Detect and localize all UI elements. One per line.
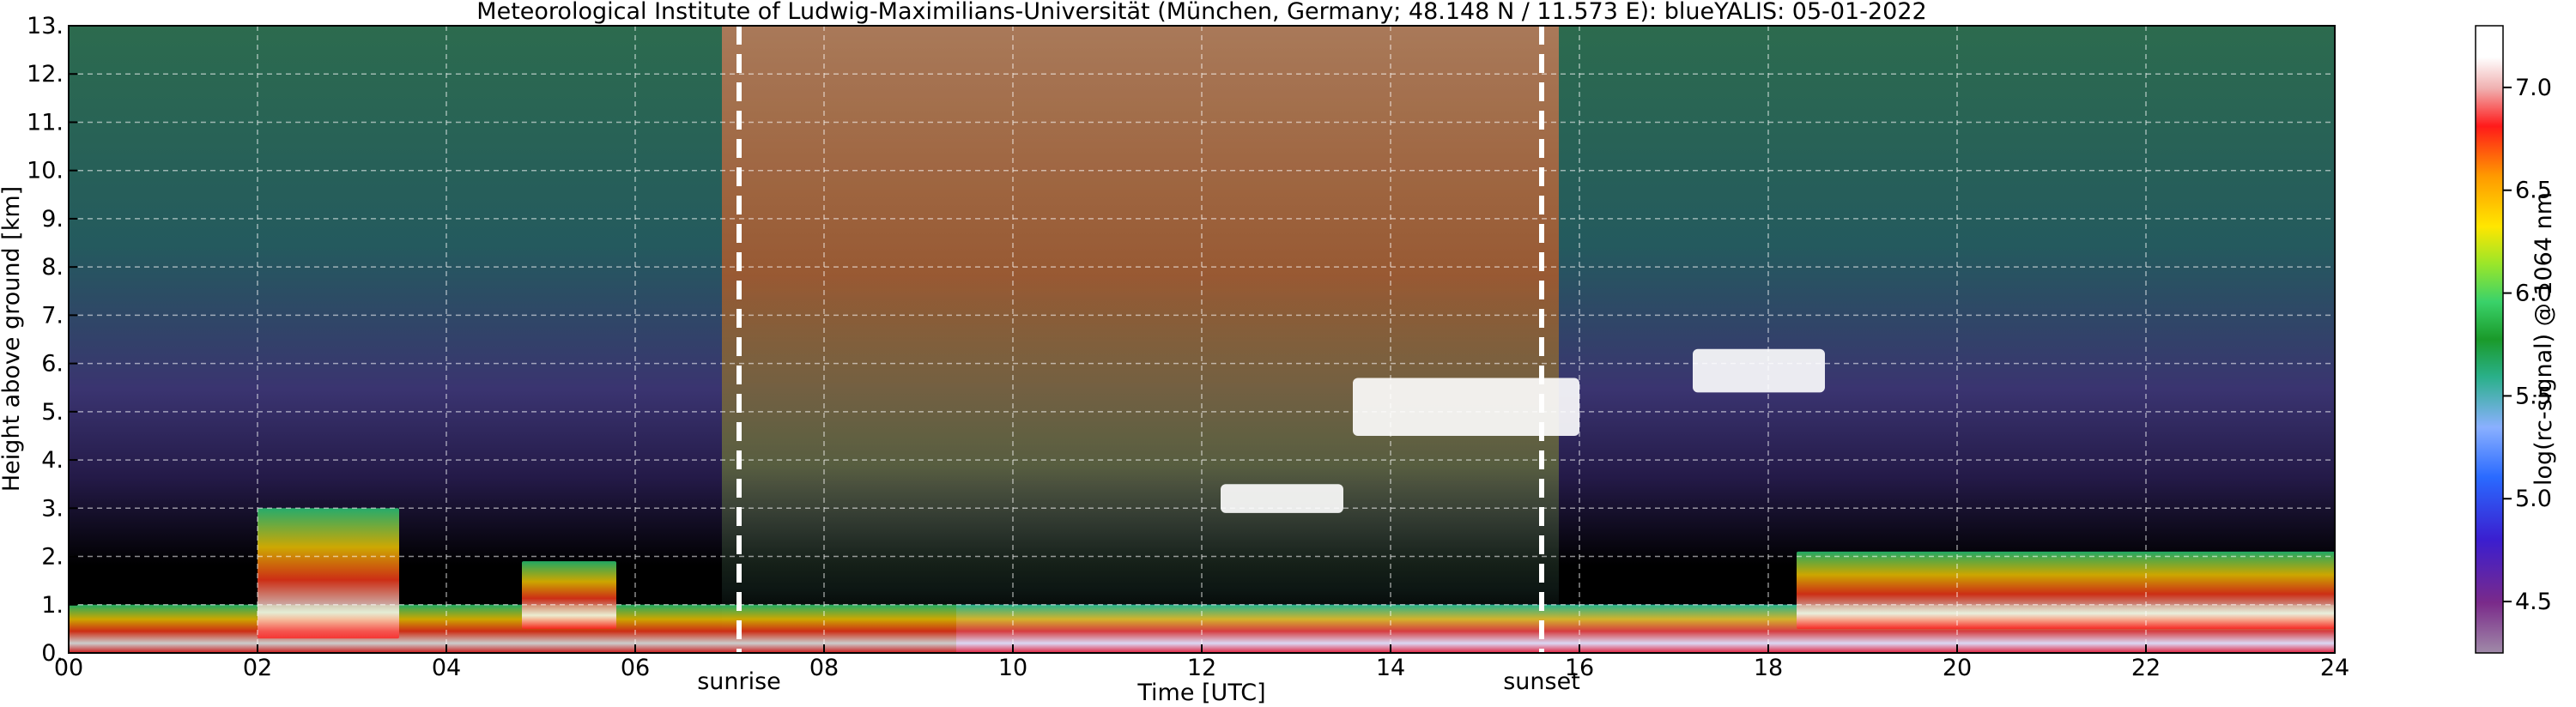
y-tick-label: 3. (41, 495, 64, 522)
chart-title: Meteorological Institute of Ludwig-Maxim… (476, 0, 1926, 25)
x-tick-label: 08 (809, 655, 839, 681)
y-tick-label: 8. (41, 254, 64, 281)
y-tick-label: 12. (27, 61, 64, 88)
layer-aerosol-plume-2 (522, 561, 616, 629)
y-tick-label: 5. (41, 399, 64, 426)
x-tick-label: 12 (1187, 655, 1216, 681)
x-tick-label: 02 (243, 655, 272, 681)
colorbar-tick-label: 4.5 (2515, 589, 2552, 615)
y-tick-label: 9. (41, 206, 64, 233)
x-tick-label: 16 (1565, 655, 1594, 681)
x-axis: sunrise sunset 00 02 04 06 08 10 12 14 16 18 20 22 24 (54, 644, 2349, 695)
colorbar: 4.5 5.0 5.5 6.0 6.5 7.0 log(rc-signal) @ 1064… (2475, 25, 2557, 654)
sunset-label: sunset (1503, 668, 1580, 695)
x-tick-label: 10 (998, 655, 1027, 681)
colorbar-tick-label: 7.0 (2515, 75, 2552, 101)
layer-residual-layer-top-6 (1797, 551, 2335, 629)
x-tick-label: 00 (54, 655, 83, 681)
y-tick-label: 10. (27, 158, 64, 184)
colorbar-tick-label: 5.5 (2515, 383, 2552, 409)
y-tick-label: 2. (41, 544, 64, 571)
x-tick-label: 04 (432, 655, 461, 681)
y-tick-label: 6. (41, 351, 64, 378)
x-tick-label: 20 (1943, 655, 1972, 681)
y-axis-label: Height above ground [km] (0, 186, 25, 492)
colorbar-label: log(rc-signal) @ 1064 nm (2531, 192, 2557, 486)
x-tick-label: 22 (2131, 655, 2161, 681)
colorbar-tick-label: 6.0 (2515, 281, 2552, 307)
y-tick-label: 4. (41, 447, 64, 474)
y-tick-label: 7. (41, 302, 64, 329)
y-tick-label: 13. (27, 13, 64, 39)
colorbar-tick-label: 5.0 (2515, 486, 2552, 512)
y-tick-label: 11. (27, 109, 64, 136)
sunrise-label: sunrise (697, 668, 781, 695)
layer-cloud-4 (1353, 378, 1579, 436)
daylight-background (722, 26, 1559, 653)
x-tick-label: 18 (1754, 655, 1783, 681)
colorbar-tick-label: 6.5 (2515, 178, 2552, 204)
x-tick-label: 14 (1376, 655, 1405, 681)
y-tick-label: 0. (41, 640, 64, 667)
layer-aerosol-plume-1 (258, 508, 399, 639)
x-tick-label: 24 (2320, 655, 2349, 681)
colorbar-scale (2475, 25, 2504, 654)
layer-cloud-5 (1693, 348, 1825, 393)
plot-area (68, 25, 2336, 654)
y-tick-label: 1. (41, 592, 64, 619)
layer-cloud-3 (1221, 484, 1343, 513)
x-axis-label: Time [UTC] (1136, 680, 1265, 706)
y-axis: 0. 1. 2. 3. 4. 5. 6. 7. 8. 9. 10. 11. 12. 13. (27, 13, 77, 667)
x-tick-label: 06 (621, 655, 650, 681)
